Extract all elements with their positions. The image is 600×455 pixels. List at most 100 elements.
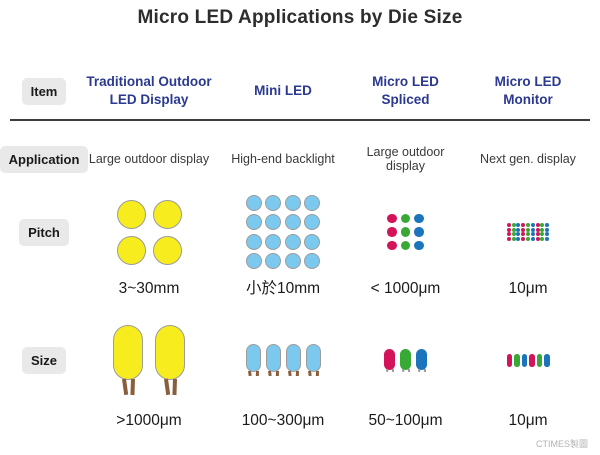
led-leg [163, 378, 170, 396]
led-body [400, 348, 411, 370]
led-leg [402, 368, 404, 372]
led-dot [535, 227, 540, 232]
led-package [521, 353, 527, 367]
led-dot [506, 227, 511, 232]
led-body [416, 348, 427, 370]
row-label-item: Item [21, 77, 67, 105]
led-package [400, 348, 411, 372]
led-dot [511, 227, 516, 232]
led-dot [521, 232, 526, 237]
led-dot [540, 222, 545, 227]
led-package [265, 344, 281, 377]
led-dot [545, 227, 550, 232]
size-cell-micro-led-spliced: 50~100μm [348, 315, 463, 431]
led-body [514, 353, 520, 367]
page-title: Micro LED Applications by Die Size [137, 7, 463, 28]
led-dot [516, 222, 521, 227]
led-dot [400, 213, 411, 224]
led-dot [265, 253, 282, 270]
size-cell-traditional: >1000μm [80, 315, 218, 431]
led-dot [245, 253, 262, 270]
led-dot [284, 194, 301, 211]
led-body [245, 344, 261, 372]
led-package [305, 344, 321, 377]
led-dot [516, 237, 521, 242]
led-body [384, 348, 395, 370]
led-package [536, 353, 542, 367]
led-dot [540, 237, 545, 242]
application-value-micro-led-monitor: Next gen. display [480, 152, 576, 166]
led-dot [265, 233, 282, 250]
pitch-cell-traditional: 3~30mm [80, 191, 218, 299]
led-dot [304, 253, 321, 270]
led-dot [511, 222, 516, 227]
pitch-graphic-micro-led-monitor [506, 191, 550, 273]
led-body [285, 344, 301, 372]
led-dot [530, 222, 535, 227]
led-body [155, 325, 185, 380]
application-value-mini-led: High-end backlight [231, 152, 335, 166]
pitch-graphic-micro-led-spliced [387, 191, 424, 273]
led-dot [245, 214, 262, 231]
led-leg [268, 370, 272, 377]
application-value-traditional: Large outdoor display [88, 152, 210, 166]
led-package [514, 353, 520, 367]
led-dot [511, 237, 516, 242]
led-leg [248, 370, 252, 377]
led-dot [245, 233, 262, 250]
led-body [544, 353, 550, 367]
led-dot [414, 213, 424, 224]
led-dot [284, 233, 301, 250]
led-dot [530, 227, 535, 232]
led-dot [516, 227, 521, 232]
size-value-mini-led: 100~300μm [241, 412, 325, 429]
row-label-size: Size [21, 346, 66, 374]
led-dot [152, 199, 182, 229]
led-leg [172, 378, 177, 396]
pitch-value-micro-led-spliced: < 1000μm [370, 280, 441, 297]
led-dot [304, 233, 321, 250]
led-leg [418, 368, 420, 372]
watermark: CTIMES製圖 [535, 439, 588, 449]
led-dot [530, 237, 535, 242]
pitch-cell-micro-led-monitor: 10μm [463, 191, 593, 299]
led-leg [386, 368, 388, 372]
led-dot [545, 237, 550, 242]
led-dot [540, 232, 545, 237]
size-graphic-mini-led [245, 315, 321, 405]
pitch-graphic-mini-led [245, 191, 321, 273]
led-dot [526, 222, 530, 227]
header-row: Item Traditional Outdoor LED Display Min… [8, 69, 600, 113]
led-package [506, 353, 512, 367]
led-dot [400, 240, 411, 251]
led-leg [407, 368, 409, 372]
led-leg [315, 370, 318, 377]
led-dot [152, 235, 182, 265]
led-dot [414, 227, 424, 237]
size-graphic-micro-led-spliced [384, 315, 427, 405]
led-dot [535, 232, 540, 237]
led-package [544, 353, 550, 367]
led-dot [284, 214, 301, 231]
size-value-micro-led-monitor: 10μm [508, 412, 548, 429]
led-dot [511, 232, 516, 237]
led-dot [506, 237, 511, 242]
led-dot [116, 199, 146, 229]
application-row: Application Large outdoor display High-e… [0, 141, 600, 177]
led-dot [535, 237, 540, 242]
led-package [245, 344, 261, 377]
led-dot [265, 194, 282, 211]
header-divider [10, 119, 590, 121]
led-dot [530, 232, 535, 237]
column-header-micro-led-monitor: Micro LED Monitor [494, 74, 562, 107]
pitch-graphic-traditional [116, 191, 182, 273]
column-header-traditional-outdoor-led-display: Traditional Outdoor LED Display [86, 74, 212, 107]
size-cell-micro-led-monitor: 10μm [463, 315, 593, 431]
size-label-cell: Size [8, 315, 80, 431]
led-dot [116, 235, 146, 265]
led-leg [275, 370, 278, 377]
led-leg [130, 378, 135, 396]
row-label-pitch: Pitch [19, 218, 69, 246]
row-label-application: Application [0, 145, 89, 173]
led-dot [526, 232, 530, 237]
